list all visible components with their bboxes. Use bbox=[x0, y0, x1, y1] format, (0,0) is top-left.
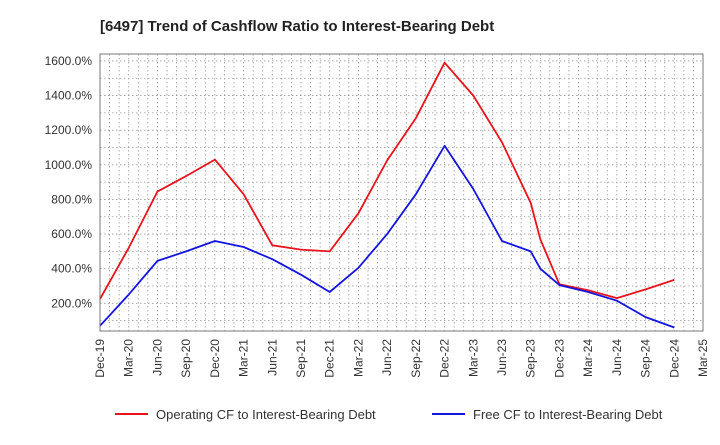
x-tick-label: Jun-22 bbox=[380, 339, 394, 376]
x-tick-label: Jun-23 bbox=[495, 339, 509, 376]
x-tick-label: Jun-21 bbox=[265, 339, 279, 376]
chart-title: [6497] Trend of Cashflow Ratio to Intere… bbox=[100, 18, 494, 35]
legend-label-2: Free CF to Interest-Bearing Debt bbox=[473, 407, 663, 422]
x-tick-label: Dec-20 bbox=[208, 339, 222, 378]
y-tick-label: 1200.0% bbox=[45, 123, 93, 137]
legend-label-1: Operating CF to Interest-Bearing Debt bbox=[156, 407, 376, 422]
x-tick-label: Mar-24 bbox=[581, 339, 595, 377]
y-tick-label: 800.0% bbox=[51, 192, 92, 206]
x-tick-label: Dec-19 bbox=[93, 339, 107, 378]
x-tick-label: Sep-22 bbox=[409, 339, 423, 378]
x-tick-label: Mar-22 bbox=[351, 339, 365, 377]
y-tick-label: 1400.0% bbox=[45, 89, 93, 103]
x-tick-label: Jun-20 bbox=[150, 339, 164, 376]
legend: Operating CF to Interest-Bearing Debt Fre… bbox=[115, 407, 663, 422]
x-tick-label: Dec-24 bbox=[667, 339, 681, 378]
x-tick-label: Sep-21 bbox=[294, 339, 308, 378]
series-line-2 bbox=[99, 144, 675, 329]
x-tick-label: Sep-23 bbox=[524, 339, 538, 378]
series-line-1 bbox=[99, 61, 675, 300]
y-tick-label: 1600.0% bbox=[45, 54, 93, 68]
x-tick-label: Jun-24 bbox=[610, 339, 624, 376]
y-tick-label: 600.0% bbox=[51, 227, 92, 241]
x-tick-label: Mar-23 bbox=[466, 339, 480, 377]
x-tick-label: Mar-21 bbox=[237, 339, 251, 377]
x-tick-label: Mar-25 bbox=[696, 339, 710, 377]
x-tick-label: Dec-22 bbox=[438, 339, 452, 378]
y-tick-label: 200.0% bbox=[51, 296, 92, 310]
grid-lines bbox=[99, 54, 704, 331]
y-tick-labels: 200.0% 400.0% 600.0% 800.0% 1000.0% 1200.0% 14… bbox=[45, 54, 93, 310]
plot-frame bbox=[99, 53, 704, 332]
x-tick-label: Sep-20 bbox=[179, 339, 193, 378]
series-lines bbox=[99, 61, 675, 329]
y-tick-label: 1000.0% bbox=[45, 158, 93, 172]
x-tick-label: Sep-24 bbox=[639, 339, 653, 378]
x-tick-label: Mar-20 bbox=[122, 339, 136, 377]
x-tick-labels: Dec-19 Mar-20 Jun-20 Sep-20 Dec-20 Mar-21 Jun-… bbox=[93, 339, 710, 378]
x-tick-label: Dec-23 bbox=[552, 339, 566, 378]
x-tick-label: Dec-21 bbox=[323, 339, 337, 378]
y-tick-label: 400.0% bbox=[51, 262, 92, 276]
